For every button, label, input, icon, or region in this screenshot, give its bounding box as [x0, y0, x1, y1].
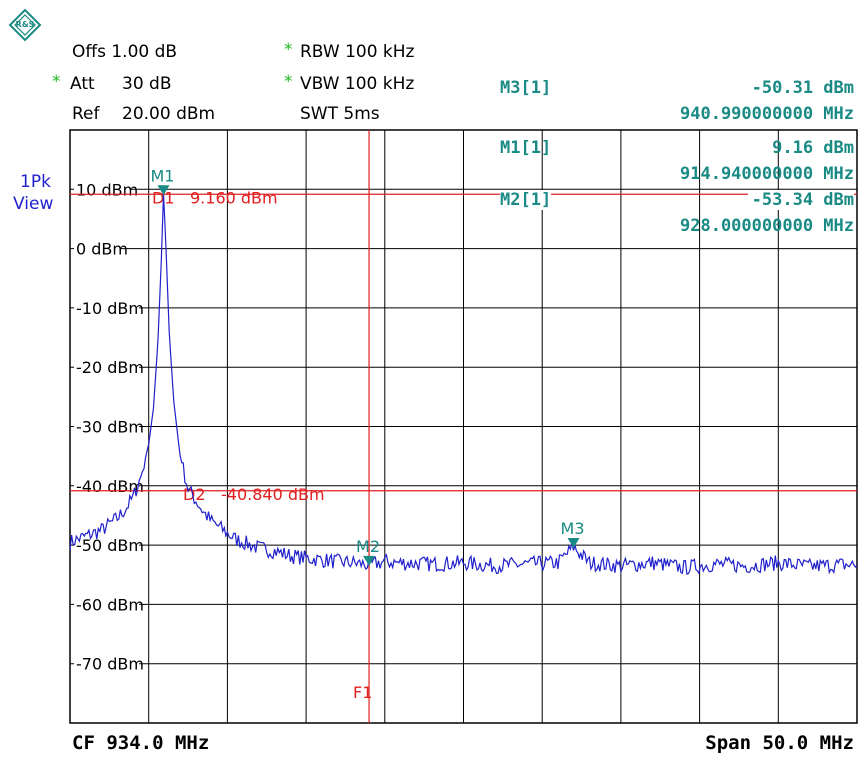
- y-tick-label: -60 dBm: [76, 595, 144, 614]
- display-line-value: -40.840 dBm: [221, 485, 325, 504]
- y-tick-label: -10 dBm: [76, 299, 144, 318]
- y-tick-label-bg: [74, 357, 140, 378]
- y-tick-label-bg: [74, 535, 140, 556]
- y-tick-label: -20 dBm: [76, 358, 144, 377]
- spectrum-trace: [69, 194, 858, 575]
- marker-table-label-m3: M3[1]: [500, 78, 552, 98]
- y-tick-label: -70 dBm: [76, 655, 144, 674]
- swt-setting: SWT 5ms: [300, 104, 380, 124]
- rbw-star: *: [284, 40, 293, 60]
- y-tick-label-bg: [74, 238, 121, 259]
- marker-table-freq-m1: 914.940000000 MHz: [680, 164, 854, 184]
- y-tick-label: -30 dBm: [76, 418, 144, 437]
- rbw-setting: RBW 100 kHz: [300, 42, 415, 62]
- display-line-value: 9.160 dBm: [190, 188, 278, 207]
- svg-text:R&S: R&S: [16, 20, 35, 29]
- span: Span 50.0 MHz: [705, 732, 854, 754]
- vbw-star: *: [284, 72, 293, 92]
- y-tick-label: 10 dBm: [76, 180, 138, 199]
- vbw-setting: VBW 100 kHz: [300, 74, 415, 94]
- marker-m1-symbol: [157, 185, 170, 196]
- y-tick-label-bg: [74, 416, 140, 437]
- marker-table-level-m1: 9.16 dBm: [772, 138, 854, 158]
- marker-table-level-m2: -53.34 dBm: [747, 190, 854, 210]
- trace-label-view: View: [13, 194, 54, 214]
- ref-value: 20.00 dBm: [122, 104, 216, 124]
- att-label: Att: [70, 74, 95, 94]
- att-value: 30 dB: [122, 74, 172, 94]
- y-tick-label: -50 dBm: [76, 536, 144, 555]
- marker-m3-symbol: [567, 537, 580, 548]
- marker-table-level-m3: -50.31 dBm: [751, 78, 854, 98]
- y-tick-label-bg: [74, 594, 140, 615]
- trace-label-1pk: 1Pk: [20, 172, 51, 192]
- marker-table-freq-m3: 940.990000000 MHz: [680, 104, 854, 124]
- marker-m2-label: M2: [356, 537, 380, 556]
- center-frequency: CF 934.0 MHz: [72, 732, 210, 754]
- marker-m2-symbol: [363, 555, 376, 566]
- marker-table-freq-m2: 928.000000000 MHz: [680, 216, 854, 236]
- marker-m3-label: M3: [561, 519, 585, 538]
- y-tick-label-bg: [74, 297, 140, 318]
- marker-table-label-m2: M2[1]: [500, 190, 552, 210]
- ref-label: Ref: [72, 104, 100, 124]
- y-tick-label-bg: [74, 653, 140, 674]
- att-star: *: [52, 72, 61, 92]
- marker-m1-label: M1: [150, 166, 174, 185]
- marker-table-label-m1: M1[1]: [500, 138, 552, 158]
- rs-logo: R&S: [8, 8, 42, 42]
- frequency-line-label: F1: [353, 683, 372, 702]
- y-tick-label: 0 dBm: [76, 240, 128, 259]
- offset-setting: Offs 1.00 dB: [72, 42, 178, 62]
